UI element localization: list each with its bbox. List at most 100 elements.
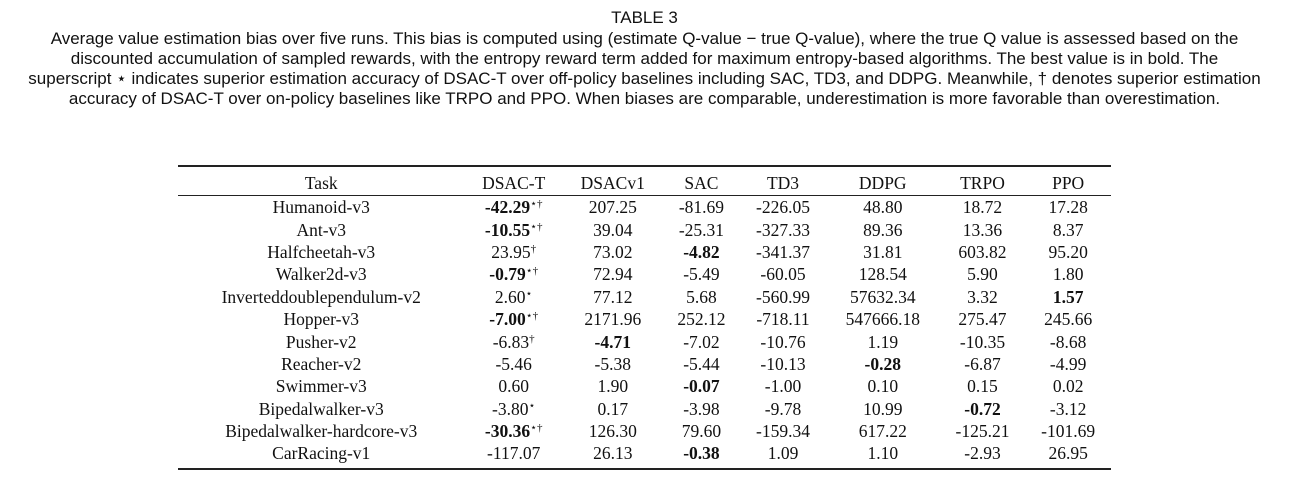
table-row: Swimmer-v3 0.60 1.90 -0.07 -1.00 0.10 0.15 0.02 bbox=[178, 375, 1111, 397]
table-row: Bipedalwalker-v3 -3.80⋆ 0.17 -3.98 -9.78 10.9… bbox=[178, 398, 1111, 420]
table-cell: 77.12 bbox=[563, 286, 663, 308]
cell-value: 1.90 bbox=[597, 376, 629, 397]
column-header: TD3 bbox=[766, 173, 800, 193]
table-cell: -226.05 bbox=[740, 196, 826, 219]
table-cell: -5.38 bbox=[563, 353, 663, 375]
table-cell: -101.69 bbox=[1025, 420, 1111, 442]
table-cell: 0.17 bbox=[563, 398, 663, 420]
table-cell: 3.32 bbox=[940, 286, 1026, 308]
cell-value: 1.09 bbox=[767, 443, 799, 464]
cell-value: -30.36 bbox=[484, 421, 531, 442]
superscript-marker: ⋆† bbox=[530, 198, 543, 211]
table-row: Reacher-v2 -5.46 -5.38 -5.44 -10.13 -0.28 -6.8… bbox=[178, 353, 1111, 375]
cell-value: 95.20 bbox=[1048, 241, 1088, 262]
table-cell: -0.07 bbox=[663, 375, 741, 397]
cell-value: 17.28 bbox=[1048, 197, 1088, 218]
table-cell: 26.13 bbox=[563, 442, 663, 468]
table-cell: 10.99 bbox=[826, 398, 940, 420]
cell-value: -10.35 bbox=[959, 331, 1006, 352]
cell-value: 0.60 bbox=[498, 376, 529, 397]
table-cell: -30.36⋆† bbox=[464, 420, 562, 442]
table-cell: 1.57 bbox=[1025, 286, 1111, 308]
task-name: CarRacing-v1 bbox=[272, 443, 371, 464]
superscript-marker: ⋆† bbox=[525, 265, 539, 278]
table-row: CarRacing-v1 -117.07 26.13 -0.38 1.09 1.10 -2.… bbox=[178, 442, 1111, 469]
cell-value: 207.25 bbox=[588, 197, 637, 218]
cell-value: -0.28 bbox=[864, 353, 901, 374]
cell-value: -5.44 bbox=[683, 353, 720, 374]
cell-value: -1.00 bbox=[764, 376, 802, 397]
table-cell: -0.79⋆† bbox=[464, 263, 562, 285]
table-cell: 8.37 bbox=[1025, 218, 1111, 240]
table-cell: -8.68 bbox=[1025, 330, 1111, 352]
cell-value: 547666.18 bbox=[845, 309, 920, 330]
cell-value: 10.99 bbox=[863, 398, 903, 419]
cell-value: 1.57 bbox=[1052, 286, 1084, 307]
table-cell: 79.60 bbox=[663, 420, 741, 442]
cell-value: 8.37 bbox=[1052, 219, 1084, 240]
table-cell: 252.12 bbox=[663, 308, 741, 330]
table-row: Hopper-v3 -7.00⋆† 2171.96 252.12 -718.11 5476… bbox=[178, 308, 1111, 330]
table-header: Task DSAC-T DSACv1 SAC TD3 DDPG TRPO PPO bbox=[178, 166, 1111, 196]
task-name: Swimmer-v3 bbox=[275, 376, 367, 397]
table-row: Bipedalwalker-hardcore-v3 -30.36⋆† 126.30 7… bbox=[178, 420, 1111, 442]
cell-value: 603.82 bbox=[958, 241, 1007, 262]
table-cell: 73.02 bbox=[563, 241, 663, 263]
cell-value: -159.34 bbox=[756, 421, 810, 442]
table-cell: -6.83† bbox=[464, 330, 562, 352]
cell-value: 0.02 bbox=[1052, 376, 1084, 397]
cell-value: 77.12 bbox=[593, 286, 633, 307]
cell-value: 79.60 bbox=[681, 421, 722, 442]
cell-value: 2171.96 bbox=[584, 309, 642, 330]
cell-value: -4.82 bbox=[683, 241, 720, 262]
table-cell: 1.19 bbox=[826, 330, 940, 352]
cell-value: -0.79 bbox=[489, 264, 526, 285]
cell-value: -10.13 bbox=[760, 353, 806, 374]
table-cell: 617.22 bbox=[826, 420, 940, 442]
table-cell: -560.99 bbox=[740, 286, 826, 308]
task-name: Pusher-v2 bbox=[285, 331, 357, 352]
cell-value: 18.72 bbox=[962, 197, 1003, 218]
cell-value: -5.49 bbox=[683, 264, 720, 285]
cell-value: 1.19 bbox=[867, 331, 899, 352]
table-cell: 23.95† bbox=[464, 241, 562, 263]
cell-value: -0.72 bbox=[964, 398, 1001, 419]
table-row: Ant-v3 -10.55⋆† 39.04 -25.31 -327.33 89.36 13.… bbox=[178, 218, 1111, 240]
task-name: Reacher-v2 bbox=[281, 353, 362, 374]
cell-value: -3.98 bbox=[683, 398, 720, 419]
table-cell: 1.80 bbox=[1025, 263, 1111, 285]
cell-value: -7.02 bbox=[683, 331, 720, 352]
cell-value: 126.30 bbox=[588, 421, 637, 442]
cell-value: -0.38 bbox=[683, 443, 720, 464]
table-body: Humanoid-v3 -42.29⋆† 207.25 -81.69 -226.05 48… bbox=[178, 196, 1111, 469]
cell-value: -0.07 bbox=[683, 376, 720, 397]
table-cell: -10.13 bbox=[740, 353, 826, 375]
task-name: Ant-v3 bbox=[296, 219, 347, 240]
table-cell: -159.34 bbox=[740, 420, 826, 442]
table-cell: 26.95 bbox=[1025, 442, 1111, 468]
cell-value: -718.11 bbox=[756, 309, 810, 330]
table-cell: -117.07 bbox=[464, 442, 562, 468]
cell-value: 3.32 bbox=[967, 286, 998, 307]
table-row: Pusher-v2 -6.83† -4.71 -7.02 -10.76 1.19 -10.3… bbox=[178, 330, 1111, 352]
table-cell: -10.76 bbox=[740, 330, 826, 352]
table-cell: 1.09 bbox=[740, 442, 826, 468]
cell-value: 5.90 bbox=[967, 264, 998, 285]
table-cell: -125.21 bbox=[940, 420, 1026, 442]
table-cell: 5.68 bbox=[663, 286, 741, 308]
table-cell: -3.80⋆ bbox=[464, 398, 562, 420]
table-cell: 603.82 bbox=[940, 241, 1026, 263]
table-cell: -60.05 bbox=[740, 263, 826, 285]
column-header: DDPG bbox=[858, 173, 907, 193]
table-cell: -5.46 bbox=[464, 353, 562, 375]
column-header: Task bbox=[304, 173, 338, 193]
cell-value: -10.76 bbox=[760, 331, 806, 352]
table-cell: 17.28 bbox=[1025, 196, 1111, 219]
table-cell: -0.38 bbox=[663, 442, 741, 468]
table-cell: -10.55⋆† bbox=[464, 218, 562, 240]
table-cell: -3.12 bbox=[1025, 398, 1111, 420]
caption-text: Average value estimation bias over five … bbox=[28, 29, 1261, 108]
table-cell: -7.00⋆† bbox=[464, 308, 562, 330]
task-name: Walker2d-v3 bbox=[275, 264, 367, 285]
table-cell: 275.47 bbox=[940, 308, 1026, 330]
